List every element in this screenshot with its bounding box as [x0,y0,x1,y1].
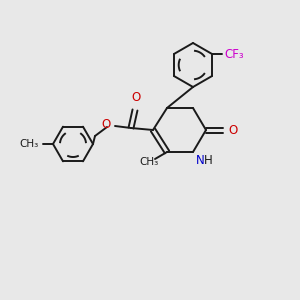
Text: H: H [204,154,213,167]
Text: O: O [131,91,141,104]
Text: CF₃: CF₃ [224,47,244,61]
Text: CH₃: CH₃ [20,139,39,149]
Text: CH₃: CH₃ [140,157,159,167]
Text: O: O [102,118,111,130]
Text: O: O [228,124,237,136]
Text: N: N [196,154,205,167]
